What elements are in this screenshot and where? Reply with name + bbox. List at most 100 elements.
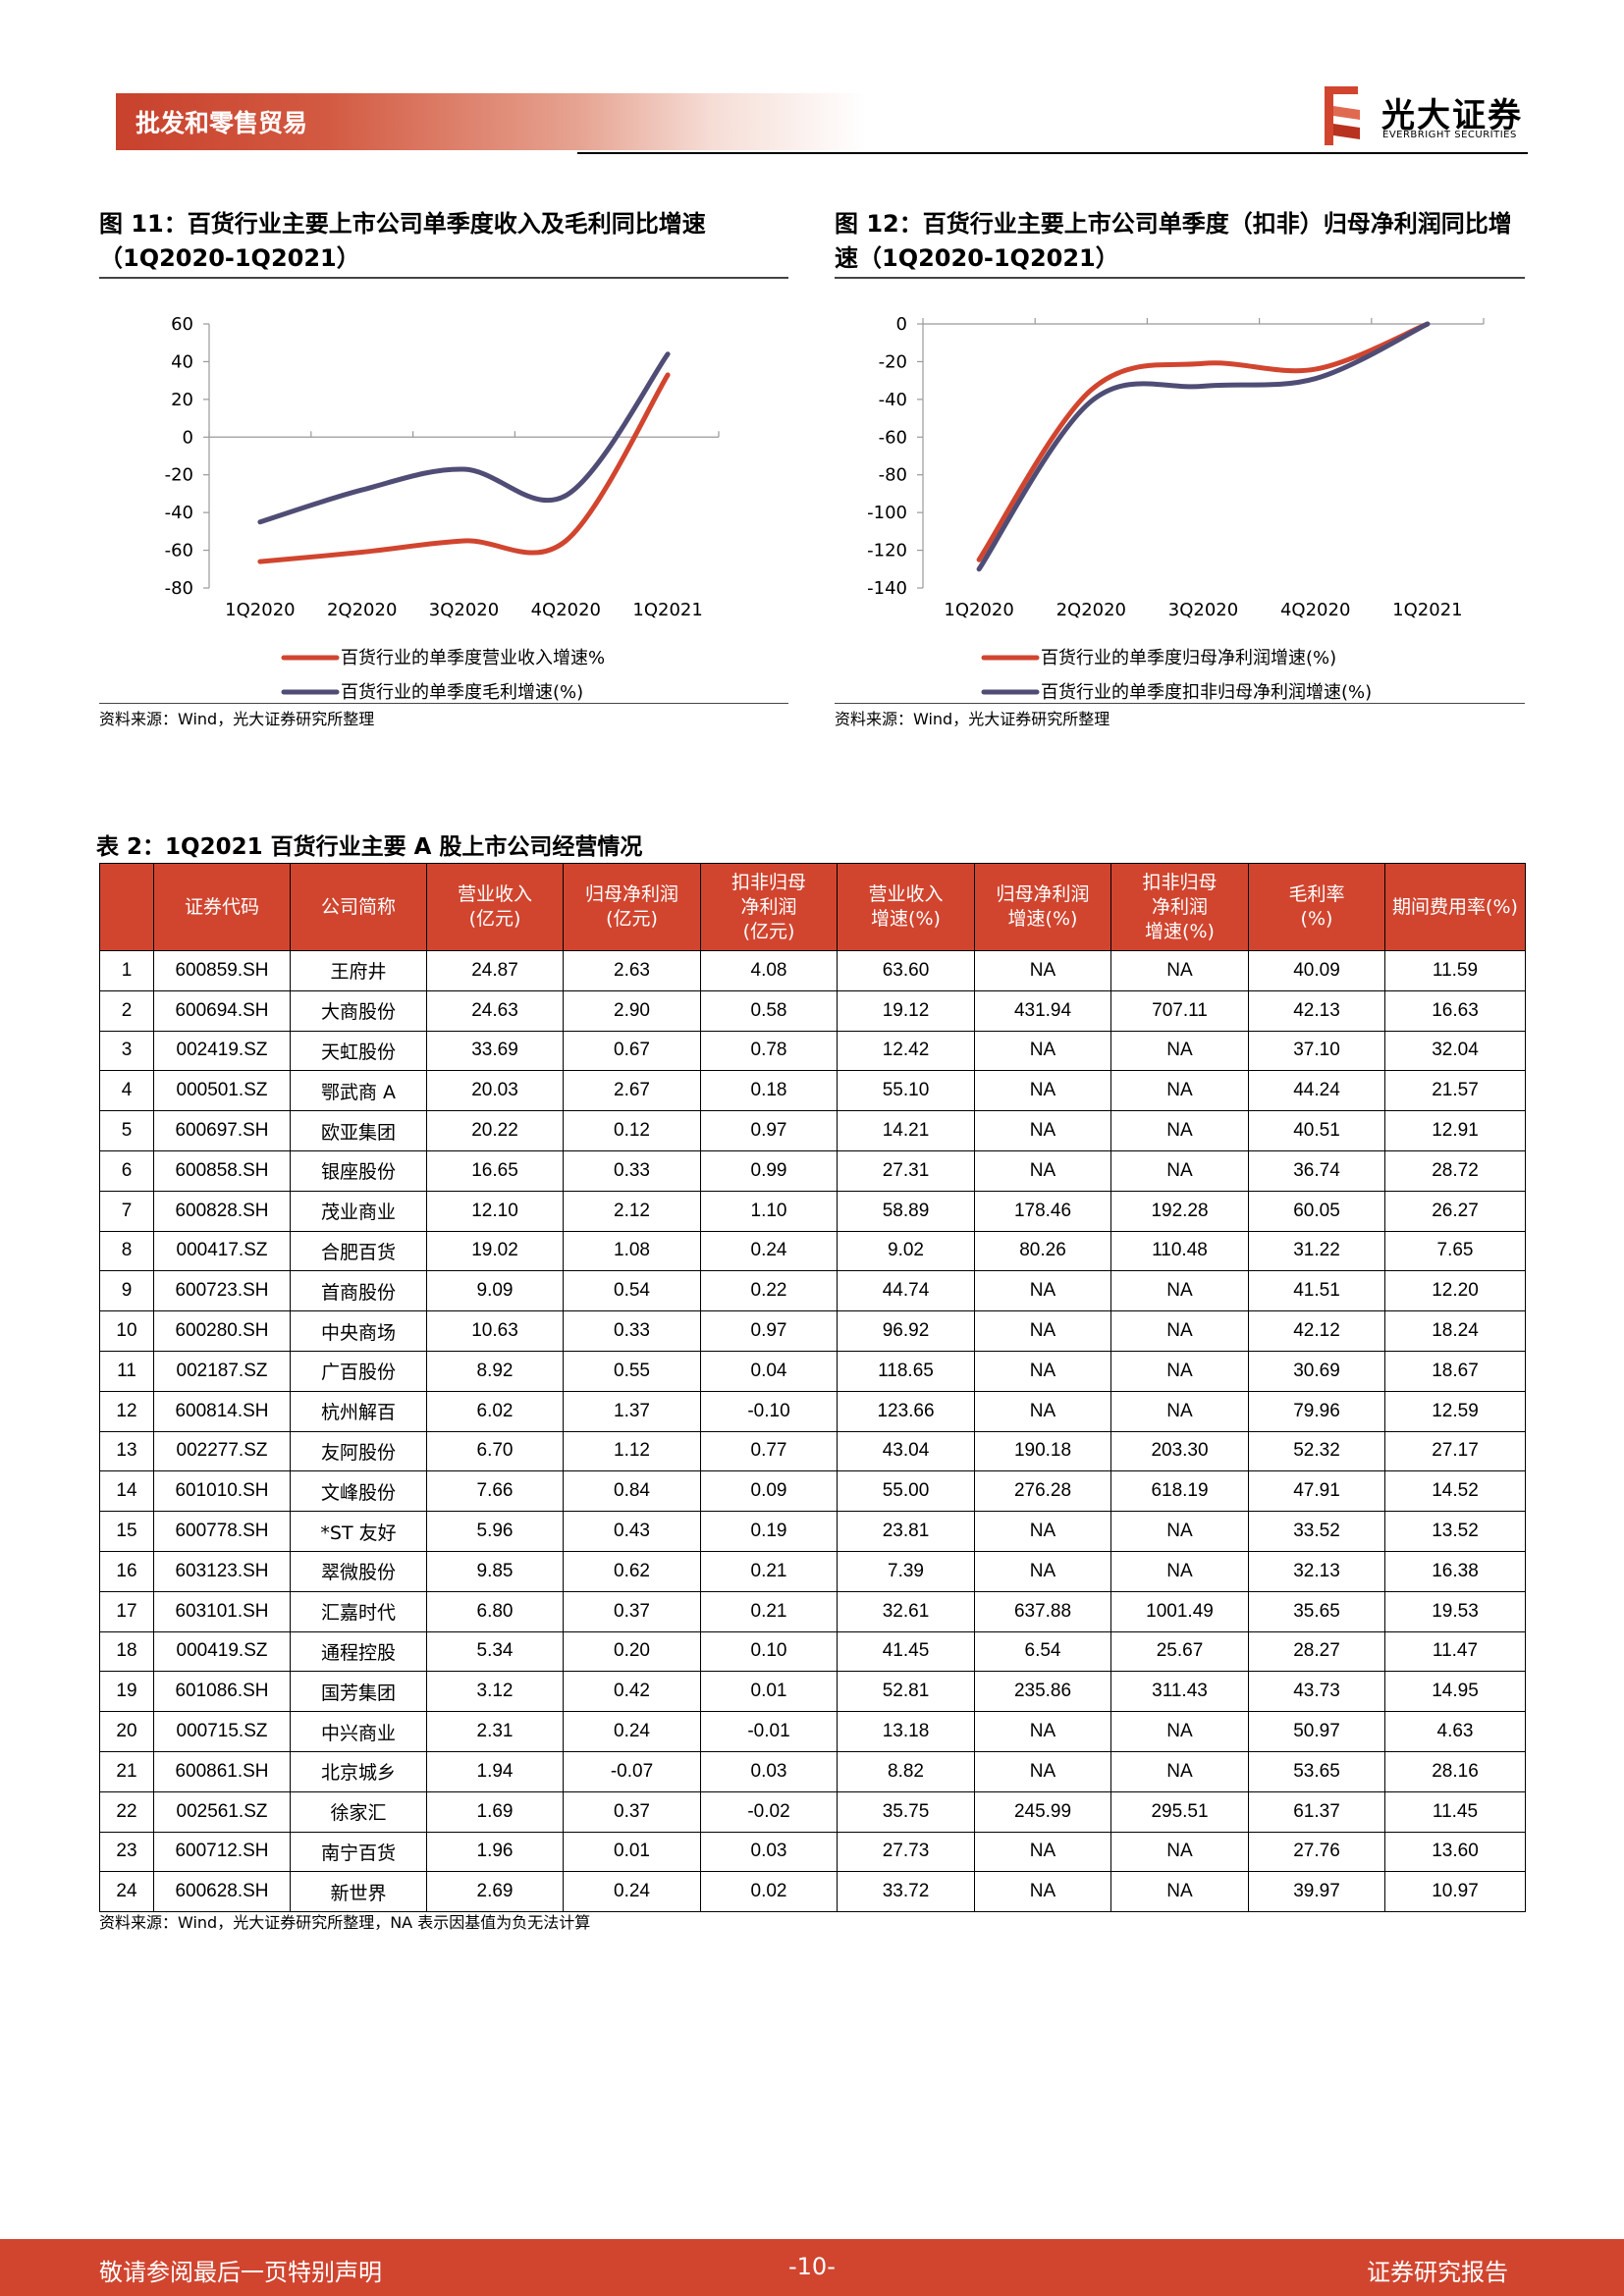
table-cell: 40.51 bbox=[1248, 1110, 1385, 1151]
table-cell: 0.12 bbox=[563, 1110, 701, 1151]
table-row: 7 600828.SH 茂业商业 12.10 2.12 1.10 58.89 178.46 19… bbox=[99, 1190, 1526, 1232]
table-cell: 17 bbox=[99, 1590, 154, 1632]
table-cell: 0.03 bbox=[700, 1831, 838, 1873]
table-cell: 9.09 bbox=[426, 1270, 564, 1312]
table-cell: 002419.SZ bbox=[153, 1030, 291, 1072]
table-cell: NA bbox=[1110, 1390, 1249, 1432]
table-cell: 12.10 bbox=[426, 1190, 564, 1232]
table-cell: 0.02 bbox=[700, 1871, 838, 1913]
table-cell: 友阿股份 bbox=[290, 1430, 427, 1472]
column-header-line: 扣非归母 bbox=[731, 871, 806, 893]
table-cell: 0.99 bbox=[700, 1149, 838, 1192]
table-cell: 58.89 bbox=[837, 1190, 975, 1232]
table-cell: 118.65 bbox=[837, 1350, 975, 1392]
table-cell: 0.77 bbox=[700, 1430, 838, 1472]
table-cell: 10 bbox=[99, 1310, 154, 1352]
column-header: 扣非归母 净利润 增速(%) bbox=[1110, 863, 1249, 951]
table-cell: NA bbox=[974, 1070, 1111, 1112]
table-row: 21 600861.SH 北京城乡 1.94 -0.07 0.03 8.82 NA NA 53.6… bbox=[99, 1750, 1526, 1792]
table-cell: 茂业商业 bbox=[290, 1190, 427, 1232]
table-cell: 32.61 bbox=[837, 1590, 975, 1632]
table-cell: 245.99 bbox=[974, 1790, 1111, 1833]
table-cell: 33.52 bbox=[1248, 1511, 1385, 1552]
table-cell: 33.69 bbox=[426, 1030, 564, 1072]
footer-report-type: 证券研究报告 bbox=[1367, 2259, 1508, 2286]
table-cell: 2.12 bbox=[563, 1190, 701, 1232]
fig11-bottom-rule bbox=[99, 703, 788, 704]
table-cell: 7.66 bbox=[426, 1470, 564, 1513]
table-cell: 19 bbox=[99, 1671, 154, 1713]
table-cell: 翠微股份 bbox=[290, 1550, 427, 1592]
table-cell: 6.54 bbox=[974, 1630, 1111, 1673]
table-cell: 002187.SZ bbox=[153, 1350, 291, 1392]
table-cell: 0.24 bbox=[563, 1711, 701, 1752]
table-cell: 0.58 bbox=[700, 989, 838, 1032]
column-header-line: 增速(%) bbox=[1007, 908, 1078, 930]
x-tick-label: 4Q2020 bbox=[1280, 600, 1350, 620]
table-cell: 鄂武商 A bbox=[290, 1070, 427, 1112]
table-cell: 4 bbox=[99, 1070, 154, 1112]
table-cell: 600723.SH bbox=[153, 1270, 291, 1312]
legend-label: 百货行业的单季度归母净利润增速(%) bbox=[1041, 648, 1336, 668]
table-cell: 0.78 bbox=[700, 1030, 838, 1072]
table-cell: 96.92 bbox=[837, 1310, 975, 1352]
table-cell: 52.32 bbox=[1248, 1430, 1385, 1472]
fig12-caption: 图 12：百货行业主要上市公司单季度（扣非）归母净利润同比增 速（1Q2020-… bbox=[835, 207, 1512, 276]
column-header-line: (%) bbox=[1300, 908, 1333, 930]
y-tick-label: -20 bbox=[879, 351, 907, 372]
table-cell: 295.51 bbox=[1110, 1790, 1249, 1833]
table-cell: 0.54 bbox=[563, 1270, 701, 1312]
table-cell: 601086.SH bbox=[153, 1671, 291, 1713]
table-cell: NA bbox=[974, 950, 1111, 991]
header-band bbox=[116, 93, 1078, 150]
column-header-line: 净利润 bbox=[740, 895, 797, 918]
table-cell: 16.65 bbox=[426, 1149, 564, 1192]
table-cell: 14.52 bbox=[1384, 1470, 1526, 1513]
table-cell: 618.19 bbox=[1110, 1470, 1249, 1513]
table-cell: 7.39 bbox=[837, 1550, 975, 1592]
table-cell: 新世界 bbox=[290, 1871, 427, 1913]
table-cell: 52.81 bbox=[837, 1671, 975, 1713]
column-header-line: 增速(%) bbox=[871, 908, 941, 930]
fig12-caption-line2: 速（1Q2020-1Q2021） bbox=[835, 244, 1119, 272]
table-cell: 603101.SH bbox=[153, 1590, 291, 1632]
table-cell: 600628.SH bbox=[153, 1871, 291, 1913]
column-header-line: (亿元) bbox=[742, 920, 795, 942]
y-tick-label: -40 bbox=[165, 503, 193, 523]
table-cell: NA bbox=[1110, 1030, 1249, 1072]
table-cell: 0.09 bbox=[700, 1470, 838, 1513]
table-cell: 1.08 bbox=[563, 1230, 701, 1272]
table-cell: 600694.SH bbox=[153, 989, 291, 1032]
table-cell: 28.72 bbox=[1384, 1149, 1526, 1192]
column-header: 期间费用率(%) bbox=[1384, 863, 1526, 951]
table-cell: 35.75 bbox=[837, 1790, 975, 1833]
table-cell: 3 bbox=[99, 1030, 154, 1072]
table-cell: 20.22 bbox=[426, 1110, 564, 1151]
table-row: 9 600723.SH 首商股份 9.09 0.54 0.22 44.74 NA NA 41.51… bbox=[99, 1270, 1526, 1312]
x-tick-label: 1Q2021 bbox=[1392, 600, 1462, 620]
table-cell: 9.85 bbox=[426, 1550, 564, 1592]
table-cell: 0.67 bbox=[563, 1030, 701, 1072]
table-cell: 5 bbox=[99, 1110, 154, 1151]
table-cell: 27.17 bbox=[1384, 1430, 1526, 1472]
table-cell: 大商股份 bbox=[290, 989, 427, 1032]
table-cell: 徐家汇 bbox=[290, 1790, 427, 1833]
table-cell: 4.08 bbox=[700, 950, 838, 991]
fig12-caption-rule bbox=[835, 277, 1525, 279]
table-cell: 0.22 bbox=[700, 1270, 838, 1312]
x-tick-label: 3Q2020 bbox=[1168, 600, 1238, 620]
table-cell: NA bbox=[974, 1831, 1111, 1873]
y-tick-label: -40 bbox=[879, 390, 907, 410]
table-row: 15 600778.SH *ST 友好 5.96 0.43 0.19 23.81 NA NA 33… bbox=[99, 1511, 1526, 1552]
table-cell: 24.87 bbox=[426, 950, 564, 991]
table-cell: 8 bbox=[99, 1230, 154, 1272]
table-cell: 43.04 bbox=[837, 1430, 975, 1472]
logo-cn-text: 光大证券 bbox=[1381, 96, 1523, 135]
table-cell: 1.69 bbox=[426, 1790, 564, 1833]
table-row: 23 600712.SH 南宁百货 1.96 0.01 0.03 27.73 NA NA 27.7… bbox=[99, 1831, 1526, 1873]
table-cell: 600861.SH bbox=[153, 1750, 291, 1792]
footer-band: 敬请参阅最后一页特别声明 -10- 证券研究报告 bbox=[0, 2239, 1624, 2296]
table-cell: 杭州解百 bbox=[290, 1390, 427, 1432]
table-cell: 35.65 bbox=[1248, 1590, 1385, 1632]
table-cell: 16 bbox=[99, 1550, 154, 1592]
